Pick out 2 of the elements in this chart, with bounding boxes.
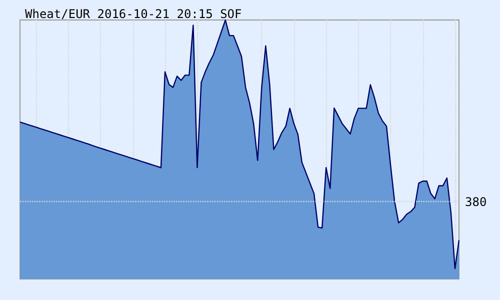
text: 380 — [465, 195, 487, 210]
chart-title: Wheat/EUR 2016-10-21 20:15 SOF — [25, 7, 242, 21]
